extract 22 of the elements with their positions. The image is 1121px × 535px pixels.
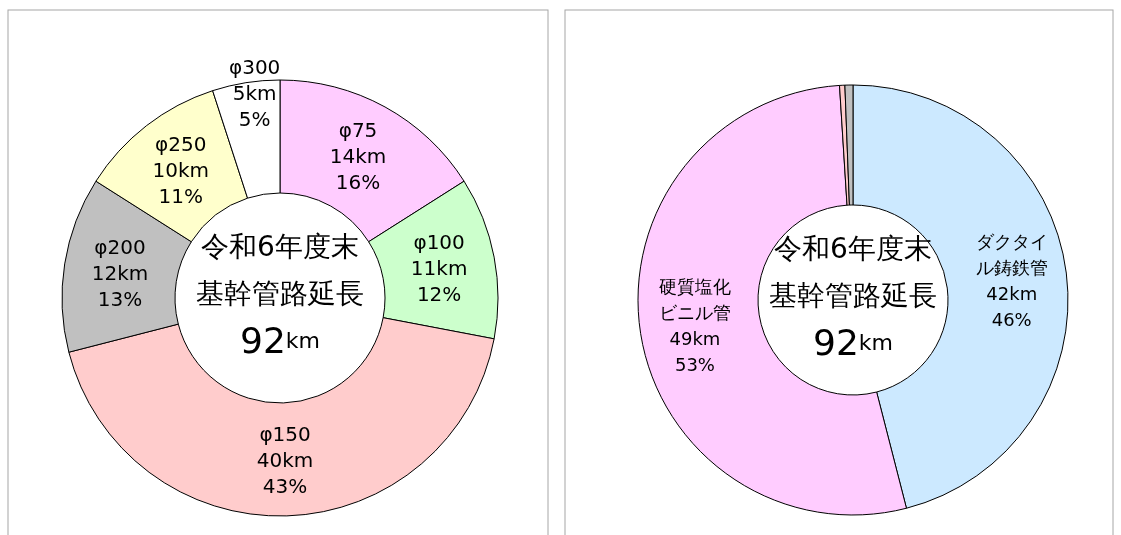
slice-label: ダクタイル鋳鉄管 — [975, 230, 1048, 278]
data-label: 11km 12% — [410, 255, 468, 306]
slice-label: φ250 — [155, 131, 207, 156]
slice-label: φ75 — [338, 118, 378, 143]
text: 令和6年度末 — [201, 229, 359, 263]
slice-label: φ200 — [94, 234, 146, 259]
data-label: 14km 16% — [329, 144, 387, 195]
data-label: 49km 53% — [669, 327, 721, 375]
text: 92km — [240, 319, 320, 361]
text: 基幹管路延長 — [769, 278, 937, 312]
slice-label: φ300 — [228, 54, 281, 79]
data-label: 40km 43% — [256, 447, 314, 498]
slice-label: φ100 — [413, 229, 465, 254]
data-label: 10km 11% — [152, 157, 209, 208]
data-label: 5km 5% — [232, 80, 277, 131]
data-label: 42km 46% — [986, 282, 1038, 330]
slice-label: 硬質塩化ビニル管 — [658, 275, 731, 323]
text: 92km — [813, 321, 893, 363]
text: 基幹管路延長 — [196, 276, 364, 310]
text: 令和6年度末 — [774, 231, 932, 265]
data-label: 12km 13% — [91, 260, 149, 311]
slice-label: φ150 — [259, 421, 311, 446]
